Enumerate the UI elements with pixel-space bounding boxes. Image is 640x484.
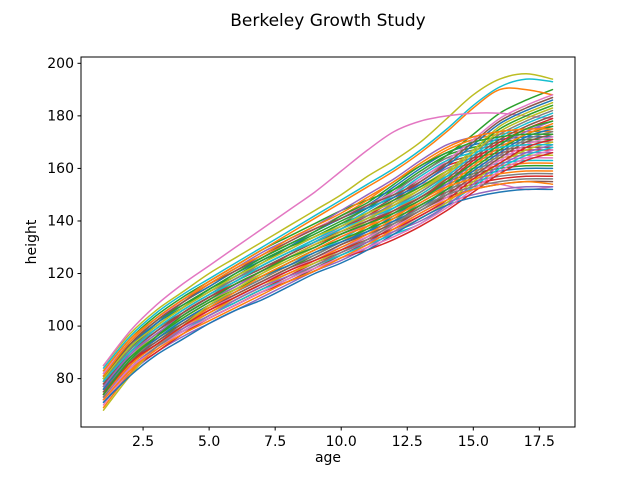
x-tick-label: 10.0 [326, 434, 357, 450]
growth-curve-subject-48 [102, 107, 554, 380]
growth-curve-subject-36 [102, 115, 554, 385]
growth-curve-subject-01 [102, 88, 554, 372]
plot-frame [80, 56, 576, 428]
growth-curve-subject-05 [102, 112, 554, 367]
growth-curve-subject-31 [102, 128, 554, 390]
growth-curve-subject-52 [102, 149, 554, 401]
growth-curve-subject-53 [102, 128, 554, 377]
x-tick-label: 7.5 [264, 434, 286, 450]
growth-curve-subject-29 [102, 133, 554, 393]
growth-curve-subject-02 [102, 73, 554, 367]
y-tick-label: 160 [47, 161, 74, 177]
y-tick-label: 140 [47, 213, 74, 229]
growth-curve-subject-03 [102, 78, 554, 369]
y-axis-label: height [24, 219, 40, 264]
growth-curve-subject-46 [102, 138, 554, 396]
x-axis-label: age [315, 450, 341, 466]
x-tick-label: 5.0 [198, 434, 220, 450]
x-tick-label: 12.5 [392, 434, 423, 450]
growth-curve-subject-55 [102, 180, 554, 401]
y-tick-label: 180 [47, 108, 74, 124]
growth-curve-subject-51 [102, 188, 554, 404]
y-tick-label: 100 [47, 319, 74, 335]
y-tick-label: 80 [56, 371, 74, 387]
x-tick-label: 2.5 [132, 434, 154, 450]
x-tick-label: 17.5 [524, 434, 555, 450]
y-tick-label: 120 [47, 266, 74, 282]
growth-curve-subject-54 [102, 120, 554, 396]
y-tick-label: 200 [47, 56, 74, 72]
curves-layer [102, 73, 554, 411]
growth-curve-subject-50 [102, 96, 554, 377]
growth-curve-subject-45 [102, 143, 554, 383]
axes-layer: 2.5 5.0 7.5 10.0 12.5 15.0 17.5 80 100 120 140 160 1… [47, 56, 576, 450]
growth-curve-subject-32 [102, 125, 554, 388]
growth-curve-subject-07 [102, 185, 554, 404]
chart-title: Berkeley Growth Study [230, 11, 425, 31]
x-tick-label: 15.0 [458, 434, 489, 450]
